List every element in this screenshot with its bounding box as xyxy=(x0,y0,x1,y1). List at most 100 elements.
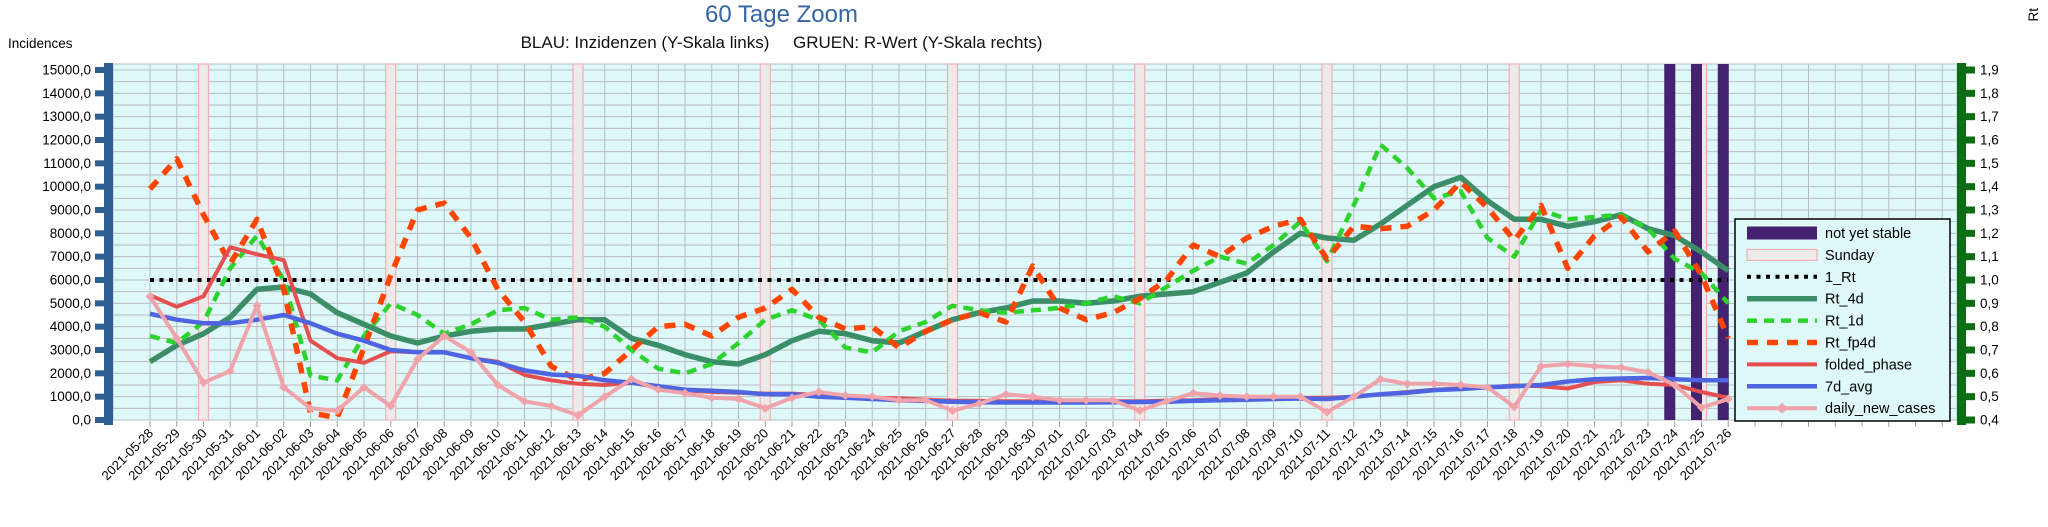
chart-subtitle: BLAU: Inzidenzen (Y-Skala links) GRUEN: … xyxy=(520,33,1043,52)
right-axis-tick xyxy=(1966,159,1975,167)
right-axis-tick xyxy=(1966,66,1975,74)
right-axis-tick xyxy=(1966,299,1975,307)
series-marker-daily_new_cases xyxy=(1723,394,1733,404)
series-marker-daily_new_cases xyxy=(1055,395,1064,405)
legend-label: Rt_fp4d xyxy=(1825,336,1876,352)
series-marker-daily_new_cases xyxy=(493,380,503,390)
left-tick-label: 15000,0 xyxy=(42,63,91,78)
series-marker-daily_new_cases xyxy=(1269,392,1278,402)
series-marker-daily_new_cases xyxy=(1536,361,1546,371)
series-marker-daily_new_cases xyxy=(1670,380,1680,390)
series-marker-daily_new_cases xyxy=(600,392,610,402)
left-axis-tick xyxy=(95,253,104,260)
series-marker-daily_new_cases xyxy=(814,387,824,397)
sunday-band xyxy=(572,63,584,421)
series-marker-daily_new_cases xyxy=(439,331,449,341)
series-marker-daily_new_cases xyxy=(1188,388,1198,398)
series-marker-daily_new_cases xyxy=(1429,379,1439,389)
series-marker-daily_new_cases xyxy=(1483,382,1492,392)
right-tick-label: 1,6 xyxy=(1980,133,1999,148)
series-marker-daily_new_cases xyxy=(573,410,583,420)
left-tick-label: 12000,0 xyxy=(42,133,91,148)
series-marker-daily_new_cases xyxy=(359,382,369,392)
left-axis-bar xyxy=(104,63,113,425)
series-marker-daily_new_cases xyxy=(1616,363,1626,372)
right-tick-label: 1,9 xyxy=(1980,63,1999,78)
series-marker-daily_new_cases xyxy=(787,393,797,403)
legend-label: Rt_4d xyxy=(1825,292,1864,308)
series-marker-daily_new_cases xyxy=(1509,402,1519,412)
series-marker-daily_new_cases xyxy=(1081,395,1091,405)
series-marker-daily_new_cases xyxy=(921,395,931,405)
left-axis-tick xyxy=(95,207,104,213)
right-axis-tick xyxy=(1966,369,1975,377)
right-tick-label: 0,9 xyxy=(1980,296,1999,311)
right-axis-bar xyxy=(1957,63,1966,425)
left-tick-label: 11000,0 xyxy=(43,156,91,171)
series-line-Rt_4d xyxy=(148,174,1730,367)
series-marker-daily_new_cases xyxy=(627,374,636,384)
right-tick-label: 1,0 xyxy=(1980,273,1999,288)
left-tick-label: 10000,0 xyxy=(42,179,91,194)
legend-label: 1_Rt xyxy=(1825,270,1856,286)
sunday-band xyxy=(1508,63,1520,421)
not-yet-stable-bar xyxy=(1664,64,1676,420)
series-marker-daily_new_cases xyxy=(1590,361,1599,371)
series-line-Rt_1d xyxy=(149,142,1730,383)
left-axis-tick xyxy=(95,347,104,353)
legend-swatch-bar xyxy=(1747,226,1817,240)
left-axis-tick xyxy=(95,277,104,283)
right-axis-tick xyxy=(1966,229,1975,237)
not-yet-stable-bar xyxy=(1691,64,1702,420)
left-tick-label: 3000,0 xyxy=(50,343,91,358)
series-marker-daily_new_cases xyxy=(546,401,556,411)
left-axis-tick xyxy=(95,417,104,423)
series-marker-daily_new_cases xyxy=(1376,374,1385,384)
left-axis-tick xyxy=(95,300,104,307)
series-marker-daily_new_cases xyxy=(466,347,476,357)
legend-label: daily_new_cases xyxy=(1825,401,1935,417)
right-axis-tick xyxy=(1966,276,1975,284)
series-marker-daily_new_cases xyxy=(867,392,877,402)
series-marker-daily_new_cases xyxy=(172,333,182,343)
right-axis-tick xyxy=(1966,323,1975,331)
left-tick-label: 1000,0 xyxy=(50,389,91,404)
series-marker-daily_new_cases xyxy=(386,401,396,411)
left-axis-tick xyxy=(95,393,104,400)
left-tick-label: 2000,0 xyxy=(50,366,91,381)
left-tick-label: 14000,0 xyxy=(42,86,91,101)
right-tick-label: 0,8 xyxy=(1980,319,1999,334)
left-tick-label: 9000,0 xyxy=(50,203,91,218)
series-line-7d_avg xyxy=(149,311,1729,405)
left-axis-tick xyxy=(95,113,104,120)
series-marker-daily_new_cases xyxy=(1295,392,1305,402)
series-marker-daily_new_cases xyxy=(841,391,850,400)
series-marker-daily_new_cases xyxy=(413,354,422,364)
left-axis-tick xyxy=(95,67,104,73)
sunday-band xyxy=(759,63,771,421)
series-line-Rt_fp4d xyxy=(147,155,1731,421)
right-axis-tick xyxy=(1966,183,1975,191)
series-marker-daily_new_cases xyxy=(279,382,289,392)
series-marker-daily_new_cases xyxy=(306,403,315,413)
series-marker-daily_new_cases xyxy=(1697,403,1706,413)
left-axis-tick xyxy=(95,160,104,167)
left-axis-tick xyxy=(95,323,104,330)
series-marker-daily_new_cases xyxy=(520,396,529,406)
left-tick-label: 8000,0 xyxy=(50,226,91,241)
page-title: 60 Tage Zoom xyxy=(705,1,858,28)
series-marker-daily_new_cases xyxy=(1643,367,1653,377)
right-tick-label: 0,7 xyxy=(1980,343,1999,358)
right-axis-tick xyxy=(1966,113,1975,121)
sunday-band xyxy=(946,63,959,421)
legend-label: 7d_avg xyxy=(1825,379,1873,395)
series-marker-daily_new_cases xyxy=(332,406,342,416)
legend-label: folded_phase xyxy=(1825,357,1912,373)
series-marker-daily_new_cases xyxy=(1162,396,1171,406)
series-marker-daily_new_cases xyxy=(1349,392,1359,402)
right-axis-tick xyxy=(1966,393,1975,401)
series-marker-daily_new_cases xyxy=(1215,391,1225,400)
left-tick-label: 5000,0 xyxy=(50,296,91,311)
right-axis-tick xyxy=(1966,136,1975,144)
